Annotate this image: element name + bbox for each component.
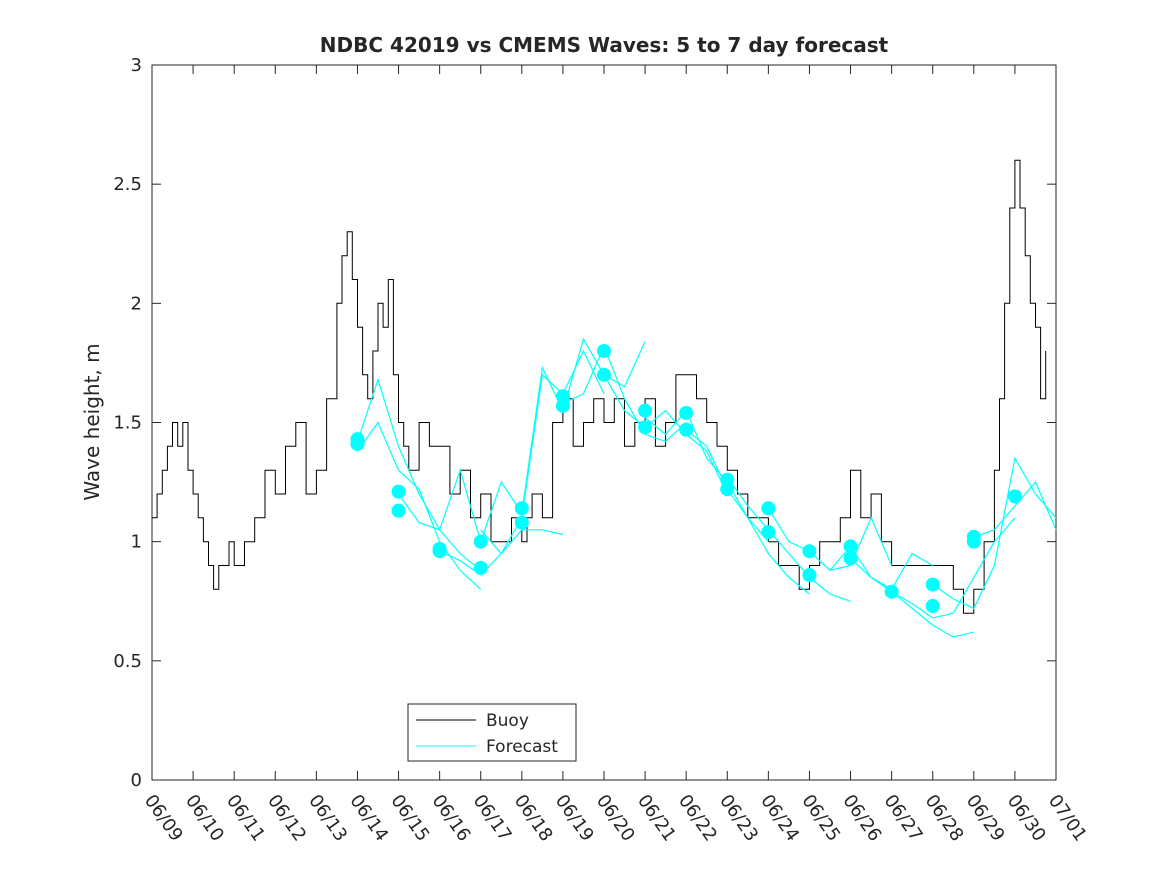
forecast-line: [726, 476, 851, 602]
forecast-line: [685, 429, 810, 595]
y-axis-label: Wave height, m: [80, 343, 104, 500]
forecast-line: [521, 337, 646, 514]
forecast-marker: [884, 584, 899, 599]
forecast-line: [850, 557, 974, 638]
forecast-marker: [679, 405, 694, 420]
forecast-marker: [679, 422, 694, 437]
forecast-marker: [350, 436, 365, 451]
legend-box: [407, 703, 577, 762]
forecast-marker: [720, 482, 735, 497]
y-tick-label: 1.5: [113, 413, 142, 434]
forecast-marker: [432, 544, 447, 559]
y-tick-label: 3: [131, 55, 142, 76]
forecast-marker: [473, 560, 488, 575]
forecast-marker: [761, 525, 776, 540]
forecast-line: [357, 421, 482, 590]
y-tick-label: 2: [131, 293, 142, 314]
legend: Buoy Forecast: [407, 703, 577, 762]
forecast-line: [356, 377, 482, 571]
forecast-marker: [555, 398, 570, 413]
forecast-marker: [514, 515, 529, 530]
forecast-marker: [1007, 489, 1022, 504]
forecast-line: [891, 517, 1016, 619]
legend-buoy-label: Buoy: [486, 711, 529, 731]
forecast-line: [932, 456, 1057, 610]
forecast-marker: [802, 568, 817, 583]
forecast-marker: [638, 403, 653, 418]
legend-forecast-label: Forecast: [486, 737, 558, 757]
forecast-line: [480, 349, 605, 555]
forecast-marker: [802, 544, 817, 559]
buoy-line: [152, 159, 1047, 614]
forecast-marker: [925, 577, 940, 592]
forecast-line: [973, 480, 1057, 538]
forecast-marker: [514, 501, 529, 516]
forecast-line: [398, 468, 523, 544]
forecast-marker: [473, 534, 488, 549]
forecast-marker: [391, 484, 406, 499]
y-tick-label: 1: [131, 532, 142, 553]
forecast-marker: [843, 539, 858, 554]
forecast-marker: [638, 420, 653, 435]
forecast-line: [562, 344, 687, 443]
y-tick-label: 2.5: [113, 174, 142, 195]
forecast-marker: [597, 367, 611, 382]
chart-title: NDBC 42019 vs CMEMS Waves: 5 to 7 day fo…: [320, 33, 889, 57]
forecast-line: [603, 374, 728, 495]
forecast-marker: [761, 501, 776, 516]
forecast-marker: [391, 503, 406, 518]
forecast-series: [356, 337, 1057, 638]
buoy-series: [152, 159, 1047, 614]
forecast-marker: [843, 551, 858, 566]
forecast-markers: [350, 344, 1022, 614]
forecast-marker: [966, 534, 981, 549]
forecast-marker: [925, 599, 940, 614]
y-tick-label: 0.5: [113, 651, 142, 672]
forecast-marker: [597, 344, 611, 358]
y-tick-label: 0: [131, 770, 142, 791]
